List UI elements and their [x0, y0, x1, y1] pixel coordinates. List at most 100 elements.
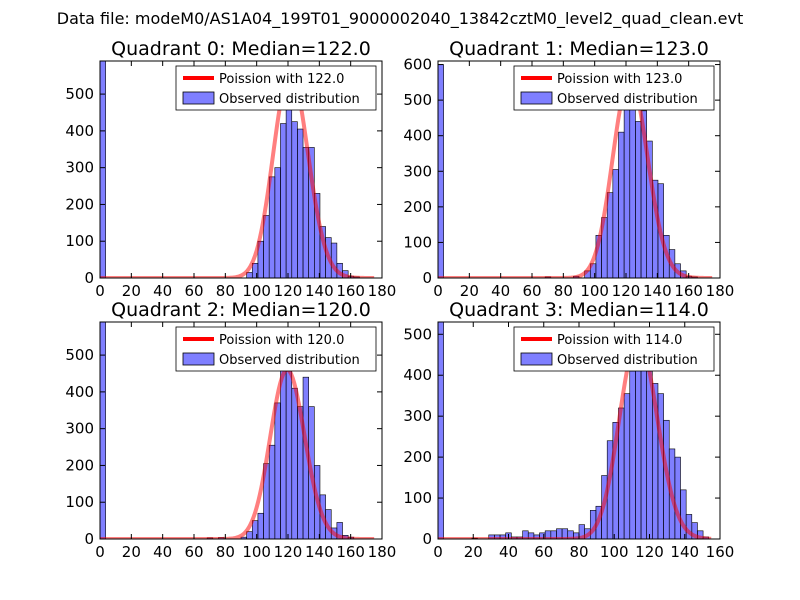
- histogram-bar: [302, 147, 309, 278]
- histogram-bar: [257, 512, 264, 539]
- histogram-bar: [336, 522, 343, 539]
- y-tick-label: 100: [403, 489, 432, 507]
- y-tick-label: 400: [65, 383, 94, 401]
- poisson-curve-line: [100, 70, 375, 278]
- x-tick-label: 160: [336, 282, 365, 300]
- x-tick-label: 100: [242, 543, 271, 561]
- legend-bar-label: Observed distribution: [557, 353, 698, 368]
- y-tick-label: 500: [403, 325, 432, 343]
- y-tick-label: 400: [403, 127, 432, 145]
- x-tick-label: 180: [706, 282, 735, 300]
- histogram-bar: [438, 322, 444, 539]
- x-tick-label: 20: [122, 282, 141, 300]
- axes-frame: [99, 321, 383, 540]
- x-tick-label: 0: [433, 282, 443, 300]
- y-tick-label: 600: [403, 56, 432, 74]
- legend-line-label: Poission with 122.0: [219, 72, 344, 87]
- y-tick-label: 300: [65, 420, 94, 438]
- y-tick-label: 200: [403, 448, 432, 466]
- histogram-bars: [438, 322, 710, 539]
- legend-bar-label: Observed distribution: [219, 353, 360, 368]
- histogram-bar: [274, 402, 281, 539]
- x-tick-label: 100: [242, 282, 271, 300]
- y-tick-label: 300: [403, 407, 432, 425]
- histogram-bar: [291, 387, 298, 539]
- y-tick-label: 300: [403, 162, 432, 180]
- histogram-bar: [612, 169, 619, 278]
- x-tick-label: 80: [554, 282, 573, 300]
- x-tick-label: 140: [305, 543, 334, 561]
- subplot-title: Quadrant 3: Median=114.0: [449, 299, 709, 321]
- legend-bar-swatch: [182, 91, 215, 105]
- y-tick-label: 0: [84, 269, 94, 287]
- x-tick-label: 180: [368, 543, 397, 561]
- x-tick-label: 60: [522, 282, 541, 300]
- subplot-grid: 0 20 40 60 80 100 120 140 160 1800100200300400500…: [65, 38, 734, 561]
- subplot-title: Quadrant 1: Median=123.0: [449, 38, 709, 60]
- histogram-bar: [635, 121, 642, 278]
- x-tick-label: 60: [534, 543, 553, 561]
- histogram-bar: [268, 176, 276, 278]
- y-tick-label: 0: [84, 530, 94, 548]
- poisson-curve-line: [100, 367, 375, 539]
- x-tick-label: 140: [643, 282, 672, 300]
- x-tick-label: 40: [153, 543, 172, 561]
- y-tick-label: 200: [403, 198, 432, 216]
- subplot-quadrant-0: 0 20 40 60 80 100 120 140 160 1800100200300400500…: [65, 38, 396, 300]
- subplot-title: Quadrant 0: Median=122.0: [111, 38, 371, 60]
- x-tick-label: 0: [95, 543, 105, 561]
- histogram-bar: [100, 61, 106, 278]
- y-tick-label: 400: [65, 122, 94, 140]
- histogram-bar: [635, 366, 642, 539]
- subplot-quadrant-3: 0 20 40 60 80 100 120 140 160 0 100 200 300 400 500 Qua…: [403, 299, 734, 561]
- x-tick-label: 100: [600, 543, 629, 561]
- legend-line-label: Poission with 120.0: [219, 333, 344, 348]
- x-tick-label: 120: [635, 543, 664, 561]
- x-tick-label: 140: [305, 282, 334, 300]
- y-tick-label: 500: [403, 91, 432, 109]
- histogram-bar: [280, 369, 287, 539]
- x-tick-label: 80: [216, 282, 235, 300]
- y-tick-label: 100: [65, 232, 94, 250]
- legend-bar-swatch: [182, 352, 215, 366]
- axes-frame: [99, 60, 383, 279]
- y-tick-label: 400: [403, 366, 432, 384]
- x-tick-label: 80: [216, 543, 235, 561]
- histogram-bar: [606, 192, 614, 278]
- histogram-bar: [280, 123, 287, 278]
- x-tick-label: 0: [433, 543, 443, 561]
- legend-bar-swatch: [520, 352, 553, 366]
- histogram-bar: [618, 131, 625, 278]
- y-tick-label: 500: [65, 346, 94, 364]
- y-tick-label: 500: [65, 85, 94, 103]
- legend-line-label: Poission with 123.0: [557, 72, 682, 87]
- legend-line-label: Poission with 114.0: [557, 333, 682, 348]
- x-tick-label: 120: [612, 282, 641, 300]
- y-tick-label: 100: [65, 493, 94, 511]
- y-tick-label: 0: [422, 530, 432, 548]
- x-tick-label: 60: [184, 543, 203, 561]
- x-tick-label: 20: [460, 282, 479, 300]
- y-tick-label: 200: [65, 456, 94, 474]
- x-tick-label: 120: [274, 282, 303, 300]
- x-tick-label: 40: [153, 282, 172, 300]
- x-tick-label: 40: [491, 282, 510, 300]
- x-tick-label: 160: [674, 282, 703, 300]
- legend-bar-label: Observed distribution: [219, 92, 360, 107]
- figure-suptitle: Data file: modeM0/AS1A04_199T01_90000020…: [57, 9, 743, 29]
- legend-bar-swatch: [520, 91, 553, 105]
- histogram-bar: [629, 85, 636, 278]
- subplot-title: Quadrant 2: Median=120.0: [111, 299, 371, 321]
- axes-frame: [437, 60, 721, 279]
- subplot-quadrant-2: 0 20 40 60 80 100 120 140 160 1800100200300400500…: [65, 299, 396, 561]
- histogram-bar: [623, 393, 631, 539]
- histogram-bar: [680, 489, 687, 539]
- x-tick-label: 0: [95, 282, 105, 300]
- subplot-quadrant-1: 0 20 40 60 80 100 120 140 160 1800100200300400500…: [403, 38, 734, 300]
- y-tick-label: 200: [65, 195, 94, 213]
- x-tick-label: 60: [184, 282, 203, 300]
- histogram-bar: [285, 369, 293, 539]
- histogram-bar: [291, 121, 298, 278]
- x-tick-label: 180: [368, 282, 397, 300]
